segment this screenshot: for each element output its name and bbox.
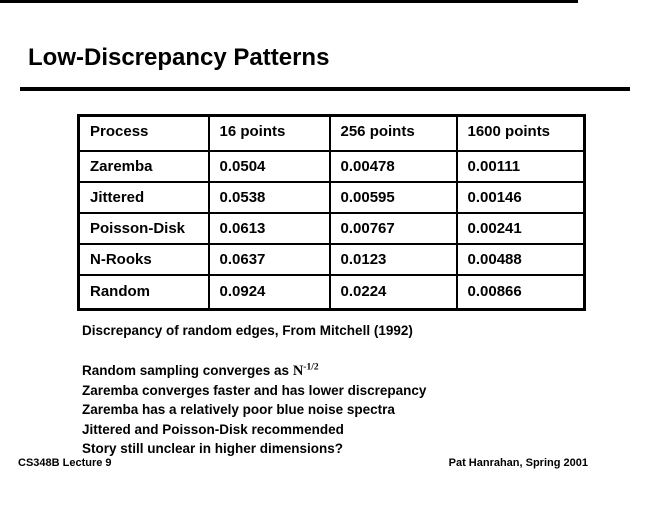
top-scan-line (0, 0, 578, 3)
table-header-row: Process 16 points 256 points 1600 points (77, 114, 586, 152)
table-row-n-rooks: N-Rooks 0.0637 0.0123 0.00488 (77, 242, 586, 276)
cell-value: 0.00767 (328, 211, 458, 245)
column-header-16-points: 16 points (207, 114, 331, 152)
note-line-convergence: Random sampling converges as N-1/2 (82, 361, 426, 381)
cell-value: 0.0538 (207, 180, 331, 214)
note-line-zaremba-converges: Zaremba converges faster and has lower d… (82, 383, 427, 399)
cell-value: 0.0613 (207, 211, 331, 245)
cell-value: 0.0637 (207, 242, 331, 276)
table-row-random: Random 0.0924 0.0224 0.00866 (77, 273, 586, 311)
cell-value: 0.00478 (328, 149, 458, 183)
discrepancy-table: Process 16 points 256 points 1600 points… (77, 114, 586, 311)
page-title: Low-Discrepancy Patterns (28, 44, 330, 71)
cell-value: 0.00146 (455, 180, 586, 214)
math-exponent: -1/2 (303, 362, 319, 373)
cell-process: Poisson-Disk (77, 211, 210, 245)
cell-value: 0.0123 (328, 242, 458, 276)
footer-course-label: CS348B Lecture 9 (18, 457, 112, 469)
cell-process: Random (77, 273, 210, 311)
note-line-recommended: Jittered and Poisson-Disk recommended (82, 421, 344, 437)
cell-value: 0.00241 (455, 211, 586, 245)
column-header-256-points: 256 points (328, 114, 458, 152)
table-row-poisson-disk: Poisson-Disk 0.0613 0.00767 0.00241 (77, 211, 586, 245)
cell-value: 0.0224 (328, 273, 458, 311)
title-underline-rule (20, 87, 630, 91)
cell-value: 0.00866 (455, 273, 586, 311)
note-convergence-text: Random sampling converges as (82, 363, 293, 378)
table-row-zaremba: Zaremba 0.0504 0.00478 0.00111 (77, 149, 586, 183)
footer-author-label: Pat Hanrahan, Spring 2001 (448, 457, 588, 469)
cell-value: 0.00111 (455, 149, 586, 183)
cell-process: Zaremba (77, 149, 210, 183)
cell-value: 0.00595 (328, 180, 458, 214)
cell-process: N-Rooks (77, 242, 210, 276)
notes-block: Random sampling converges as N-1/2 Zarem… (82, 361, 426, 458)
math-symbol-n: N (292, 363, 304, 379)
table-row-jittered: Jittered 0.0538 0.00595 0.00146 (77, 180, 586, 214)
column-header-1600-points: 1600 points (455, 114, 586, 152)
note-line-zaremba-spectra: Zaremba has a relatively poor blue noise… (82, 402, 395, 418)
column-header-process: Process (77, 114, 210, 152)
cell-value: 0.00488 (455, 242, 586, 276)
table-caption: Discrepancy of random edges, From Mitche… (82, 323, 413, 338)
cell-process: Jittered (77, 180, 210, 214)
cell-value: 0.0504 (207, 149, 331, 183)
cell-value: 0.0924 (207, 273, 331, 311)
note-line-higher-dimensions: Story still unclear in higher dimensions… (82, 440, 344, 456)
